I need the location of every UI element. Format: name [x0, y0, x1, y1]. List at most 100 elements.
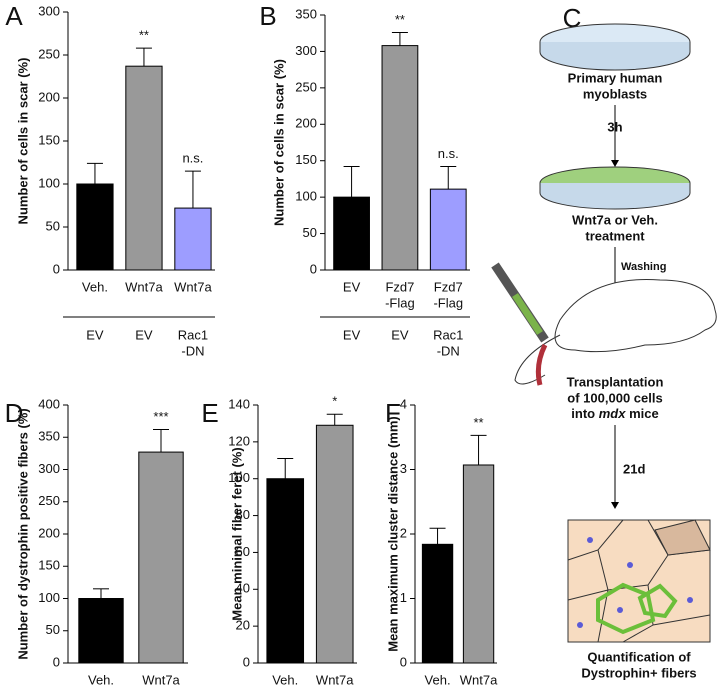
step-text: mice [625, 406, 658, 421]
nucleus [687, 597, 693, 603]
x-tick-label: Veh. [82, 279, 108, 294]
y-tick-label: 200 [38, 89, 60, 104]
time-text: 21d [623, 461, 645, 476]
x-tick-label: Veh. [88, 672, 114, 687]
x-tick-label: Wnt7a [316, 672, 354, 687]
y-tick-label: 150 [38, 558, 60, 573]
fiber [654, 519, 711, 556]
step-text: into [571, 406, 598, 421]
x-tick-label: Wnt7a [142, 672, 180, 687]
bar [462, 464, 495, 664]
y-tick-label: 300 [295, 43, 317, 58]
y-tick-label: 200 [38, 525, 60, 540]
step-text: mdx [599, 406, 627, 421]
significance-label: *** [153, 409, 168, 424]
y-tick-label: 1 [400, 590, 407, 605]
group-label: Rac1 [433, 327, 463, 342]
y-tick-label: 300 [38, 3, 60, 18]
nucleus [627, 562, 633, 568]
group-label: EV [135, 327, 153, 342]
significance-label: ** [139, 28, 149, 43]
bar [429, 188, 467, 271]
panel-letter: D [5, 398, 24, 428]
y-axis-label: Number of cells in scar (%) [271, 59, 286, 226]
y-tick-label: 2 [400, 525, 407, 540]
y-tick-label: 100 [38, 175, 60, 190]
x-tick-label: Veh. [272, 672, 298, 687]
x-tick-label: Wnt7a [174, 279, 212, 294]
significance-label: ** [395, 12, 405, 27]
panel-letter: C [563, 3, 582, 33]
x-tick-label: -Flag [385, 295, 415, 310]
dish [539, 183, 691, 210]
significance-label: ** [473, 415, 483, 430]
mouse [554, 279, 717, 353]
y-tick-label: 350 [38, 429, 60, 444]
nucleus [587, 537, 593, 543]
panel-letter: F [385, 398, 401, 428]
bar [315, 424, 354, 664]
step-text: myoblasts [583, 86, 647, 101]
y-tick-label: 50 [303, 225, 317, 240]
y-axis-label: Number of cells in scar (%) [15, 58, 30, 225]
x-tick-label: -Flag [433, 295, 463, 310]
y-tick-label: 0 [53, 654, 60, 669]
y-tick-label: 80 [236, 507, 250, 522]
y-tick-label: 4 [400, 396, 407, 411]
bar [76, 183, 114, 271]
syringe-fluid [512, 293, 543, 335]
y-tick-label: 250 [295, 79, 317, 94]
step-text: Dystrophin+ fibers [581, 665, 696, 680]
y-tick-label: 350 [295, 6, 317, 21]
step-text: Quantification of [587, 649, 691, 664]
bar [266, 478, 305, 664]
bar [421, 543, 454, 664]
panel-letter: B [259, 1, 276, 31]
dystrophin-fiber [637, 583, 678, 619]
step-text: of 100,000 cells [567, 390, 662, 405]
group-label: EV [343, 327, 361, 342]
step-text: Primary human [568, 70, 663, 85]
y-tick-label: 150 [38, 132, 60, 147]
panel-letter: E [201, 398, 218, 428]
x-tick-label: Wnt7a [460, 672, 498, 687]
y-axis-label: Mean minimal fiber feret (%) [229, 447, 244, 620]
group-label: Rac1 [178, 327, 208, 342]
y-tick-label: 100 [295, 189, 317, 204]
bar [381, 45, 419, 271]
step-text: treatment [585, 228, 645, 243]
group-label: EV [86, 327, 104, 342]
y-axis-label: Mean maximum cluster distance (mm) [385, 416, 400, 652]
y-tick-label: 50 [46, 622, 60, 637]
y-tick-label: 0 [243, 654, 250, 669]
y-tick-label: 0 [310, 261, 317, 276]
y-tick-label: 60 [236, 544, 250, 559]
bar [78, 598, 124, 664]
y-tick-label: 300 [38, 461, 60, 476]
panel-letter: A [5, 1, 23, 31]
significance-label: * [332, 394, 337, 409]
time-text: 3h [607, 119, 622, 134]
y-tick-label: 0 [53, 261, 60, 276]
x-tick-label: Fzd7 [385, 279, 414, 294]
x-tick-label: Fzd7 [434, 279, 463, 294]
x-tick-label: Wnt7a [125, 279, 163, 294]
arrow-head [611, 160, 619, 167]
mouse-tail [514, 334, 561, 385]
y-tick-label: 120 [228, 433, 250, 448]
bar [333, 196, 370, 271]
significance-label: n.s. [182, 151, 203, 166]
y-tick-label: 150 [295, 152, 317, 167]
y-tick-label: 400 [38, 396, 60, 411]
x-tick-label: Veh. [425, 672, 451, 687]
y-tick-label: 20 [236, 618, 250, 633]
group-label: EV [391, 327, 409, 342]
y-tick-label: 50 [46, 218, 60, 233]
action-text: Washing [621, 261, 666, 273]
y-axis-label: Number of dystrophin positive fibers (%) [15, 408, 30, 659]
significance-label: n.s. [438, 146, 459, 161]
step-text: Transplantation [567, 374, 664, 389]
diagram: C Primary human myoblasts 3h Wnt7a or Ve… [491, 3, 717, 680]
x-tick-label: EV [343, 279, 361, 294]
